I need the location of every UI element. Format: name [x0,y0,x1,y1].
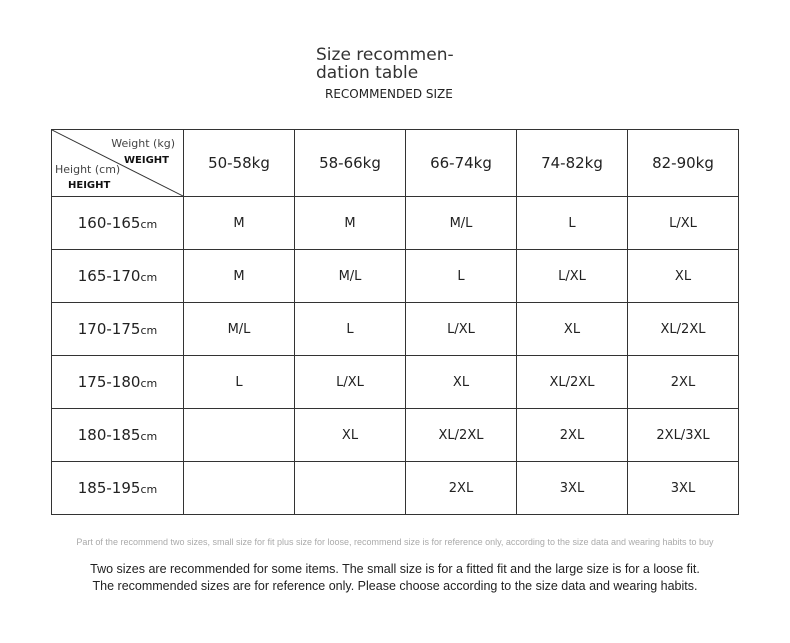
size-cell [183,461,295,515]
size-cell: L [294,302,406,356]
size-cell: XL [627,249,739,303]
note-line: The recommended sizes are for reference … [92,579,698,593]
size-cell: XL [405,355,517,409]
size-cell: XL [294,408,406,462]
height-range: 180-185 [77,426,141,444]
height-range: 160-165 [77,214,141,232]
unit: cm [140,271,158,284]
row-label: 180-185cm [51,408,184,462]
row-label: 170-175cm [51,302,184,356]
size-cell: XL/2XL [405,408,517,462]
column-header: 74-82kg [516,129,628,197]
column-header: 82-90kg [627,129,739,197]
size-table: Weight (kg) WEIGHT Height (cm) HEIGHT 50-58k… [51,129,739,515]
size-cell: XL/2XL [627,302,739,356]
height-range: 175-180 [77,373,141,391]
row: 185-195cm 2XL 3XL 3XL [51,461,739,515]
diagonal [52,130,183,196]
height-range: 170-175 [77,320,141,338]
height-range: 185-195 [77,479,141,497]
height-range: 165-170 [77,267,141,285]
unit: cm [140,218,158,231]
size-cell: L [516,196,628,250]
size-cell: 2XL/3XL [627,408,739,462]
size-cell: 3XL [627,461,739,515]
size-cell: 2XL [516,408,628,462]
size-cell: L [183,355,295,409]
size-cell: XL [516,302,628,356]
fine-print: Part of the recommend two sizes, small s… [76,537,714,547]
size-cell: M [183,196,295,250]
column-header: 66-74kg [405,129,517,197]
unit: cm [140,483,158,496]
corner-weight: Weight (kg) [111,137,175,150]
unit: cm [140,377,158,390]
size-cell: L [405,249,517,303]
row-label: 185-195cm [51,461,184,515]
row: 180-185cm XL XL/2XL 2XL 2XL/3XL [51,408,739,462]
notes: Two sizes are recommended for some items… [0,561,790,595]
corner-height: Height (cm) [55,163,121,176]
corner-cell: Weight (kg) WEIGHT Height (cm) HEIGHT [51,129,184,197]
size-cell: 2XL [627,355,739,409]
row: 165-170cm M M/L L L/XL XL [51,249,739,303]
row-label: 165-170cm [51,249,184,303]
row-label: 175-180cm [51,355,184,409]
title: Size recommen-dation table [316,46,454,82]
subtitle: RECOMMENDED SIZE [325,87,453,101]
row: 170-175cm M/L L L/XL XL XL/2XL [51,302,739,356]
row: 175-180cm L L/XL XL XL/2XL 2XL [51,355,739,409]
column-header: 58-66kg [294,129,406,197]
size-cell: L/XL [294,355,406,409]
size-cell [294,461,406,515]
unit: cm [140,324,158,337]
size-cell: M/L [183,302,295,356]
title-line: Size recommen- [316,45,454,65]
size-cell [183,408,295,462]
corner-weight-caps: WEIGHT [124,155,169,166]
header-row: Weight (kg) WEIGHT Height (cm) HEIGHT 50-58k… [51,129,739,197]
size-cell: M [294,196,406,250]
size-cell: 2XL [405,461,517,515]
unit: cm [140,430,158,443]
column-header: 50-58kg [183,129,295,197]
row: 160-165cm M M M/L L L/XL [51,196,739,250]
size-cell: 3XL [516,461,628,515]
size-cell: L/XL [516,249,628,303]
size-cell: XL/2XL [516,355,628,409]
size-cell: L/XL [627,196,739,250]
size-cell: M [183,249,295,303]
size-cell: M/L [405,196,517,250]
size-cell: L/XL [405,302,517,356]
corner-height-caps: HEIGHT [68,180,111,191]
title-line: dation table [316,63,419,83]
note-line: Two sizes are recommended for some items… [90,562,700,576]
size-cell: M/L [294,249,406,303]
row-label: 160-165cm [51,196,184,250]
